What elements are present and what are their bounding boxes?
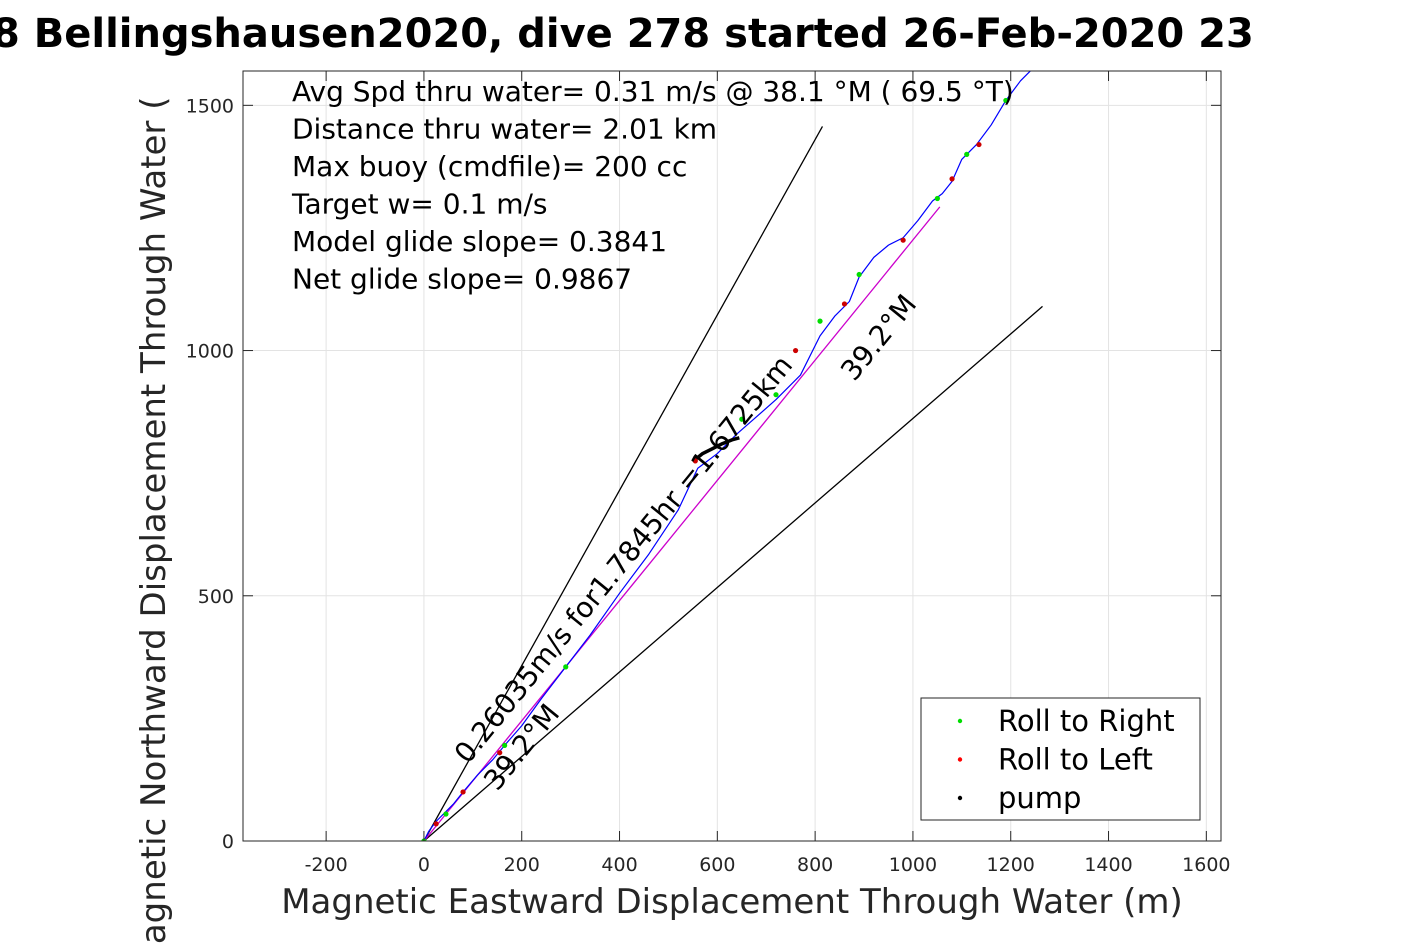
plot-area: -200 0 200 400 600 800 1000 1200 1400 1600 0 500 100… [186,70,1231,876]
legend-box [920,697,1201,821]
marker-point [563,664,569,670]
stats-line: Max buoy (cmdfile)= 200 cc [292,150,687,183]
reference-line-lower-bound [423,305,1043,841]
stats-line: Model glide slope= 0.3841 [292,225,667,258]
legend-label: Roll to Right [998,704,1175,738]
marker-point [949,176,955,182]
series-line-pump [694,436,740,461]
series-line-track [423,71,1032,841]
y-tick-label: 1500 [186,95,234,117]
x-tick-label: 0 [418,854,430,876]
x-tick-label: 200 [504,854,540,876]
marker-point [976,141,982,148]
stats-line: Net glide slope= 0.9867 [292,263,632,296]
legend-entries: Roll to Right Roll to Left pump [957,704,1175,815]
x-tick-label: -200 [305,854,348,876]
marker-point [964,151,970,157]
marker-point [460,789,466,795]
x-tick-label: 600 [699,854,735,876]
legend-marker [957,757,963,762]
marker-point [443,811,449,817]
marker-point [792,347,799,354]
reference-lines [423,126,1043,841]
legend-marker [957,795,963,801]
stats-text: Avg Spd thru water= 0.31 m/s @ 38.1 °M (… [291,75,1014,296]
x-tick-label: 1200 [987,854,1035,876]
marker-point [773,392,779,398]
y-axis-label: Magnetic Northward Displacement Through … [134,97,174,945]
legend-label: Roll to Left [998,743,1153,777]
plot-frame [242,70,1222,842]
marker-point [856,271,862,278]
marker-point [900,237,906,243]
x-tick-label: 800 [797,854,833,876]
x-tick-label: 1600 [1182,854,1230,876]
x-tick-label: 400 [601,854,637,876]
y-tick-label: 0 [222,831,234,853]
legend-marker [957,718,963,724]
marker-point [841,301,848,307]
marker-point [502,742,508,748]
y-tick-label: 500 [198,586,234,608]
legend-label: pump [998,781,1081,815]
marker-point [433,821,439,827]
stats-line: Target w= 0.1 m/s [291,188,548,221]
stats-line: Distance thru water= 2.01 km [292,113,717,146]
marker-point [497,750,503,756]
axis-ticks: -200 0 200 400 600 800 1000 1200 1400 1600 0 500 100… [186,71,1231,876]
x-tick-label: 1400 [1084,854,1132,876]
marker-point [1003,97,1009,104]
markers [421,97,1009,841]
marker-point [817,318,823,324]
chart-title: 8 Bellingshausen2020, dive 278 started 2… [0,11,1254,57]
y-tick-label: 1000 [186,341,234,363]
marker-point [739,416,745,422]
legend: Roll to Right Roll to Left pump [920,697,1201,821]
x-tick-label: 1000 [889,854,937,876]
series [423,71,1032,841]
x-axis-label: Magnetic Eastward Displacement Through W… [281,882,1183,922]
marker-point [692,458,698,464]
stats-line: Avg Spd thru water= 0.31 m/s @ 38.1 °M (… [292,75,1014,108]
reference-line-upper-bound [423,126,824,841]
reference-line-heading [423,206,941,841]
marker-point [934,195,940,202]
